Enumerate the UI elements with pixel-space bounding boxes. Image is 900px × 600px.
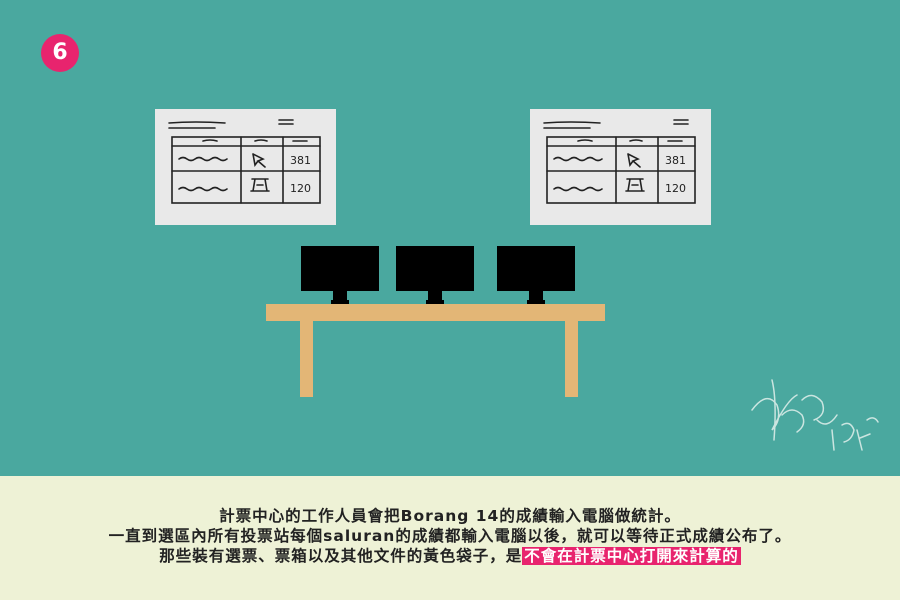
caption-line-2: 一直到選區內所有投票站每個saluran的成績都輸入電腦以後，就可以等待正式成績… [108, 527, 792, 545]
caption-line-3: 那些裝有選票、票箱以及其他文件的黃色袋子，是 不會在計票中心打開來計算的 [0, 546, 900, 566]
monitor-stand [333, 291, 347, 301]
caption-panel: 計票中心的工作人員會把Borang 14的成績輸入電腦做統計。 一直到選區內所有… [0, 476, 900, 600]
caption-text: 計票中心的工作人員會把Borang 14的成績輸入電腦做統計。 一直到選區內所有… [0, 506, 900, 566]
step-number-badge: 6 [41, 34, 79, 72]
artist-signature [751, 379, 879, 451]
monitor-base [527, 300, 545, 304]
board-right-value-2: 120 [665, 182, 686, 195]
results-board-left: 381 120 [155, 109, 336, 225]
desk-leg-left [300, 321, 313, 397]
caption-highlight: 不會在計票中心打開來計算的 [522, 547, 741, 565]
caption-line-1: 計票中心的工作人員會把Borang 14的成績輸入電腦做統計。 [219, 507, 681, 525]
caption-line-3-prefix: 那些裝有選票、票箱以及其他文件的黃色袋子，是 [159, 547, 523, 565]
results-table-sketch: 381 120 [168, 119, 321, 204]
computer-monitor-1 [301, 246, 379, 291]
computer-monitor-3 [497, 246, 575, 291]
board-left-value-2: 120 [290, 182, 311, 195]
illustration-scene: 6 381 120 [41, 34, 879, 451]
monitor-stand [428, 291, 442, 301]
monitor-base [426, 300, 444, 304]
monitor-base [331, 300, 349, 304]
desk-top [266, 304, 605, 321]
monitor-stand [529, 291, 543, 301]
board-left-value-1: 381 [290, 154, 311, 167]
board-right-value-1: 381 [665, 154, 686, 167]
desk-leg-right [565, 321, 578, 397]
results-board-right: 381 120 [530, 109, 711, 225]
computer-monitor-2 [396, 246, 474, 291]
results-table-sketch: 381 120 [543, 119, 696, 204]
